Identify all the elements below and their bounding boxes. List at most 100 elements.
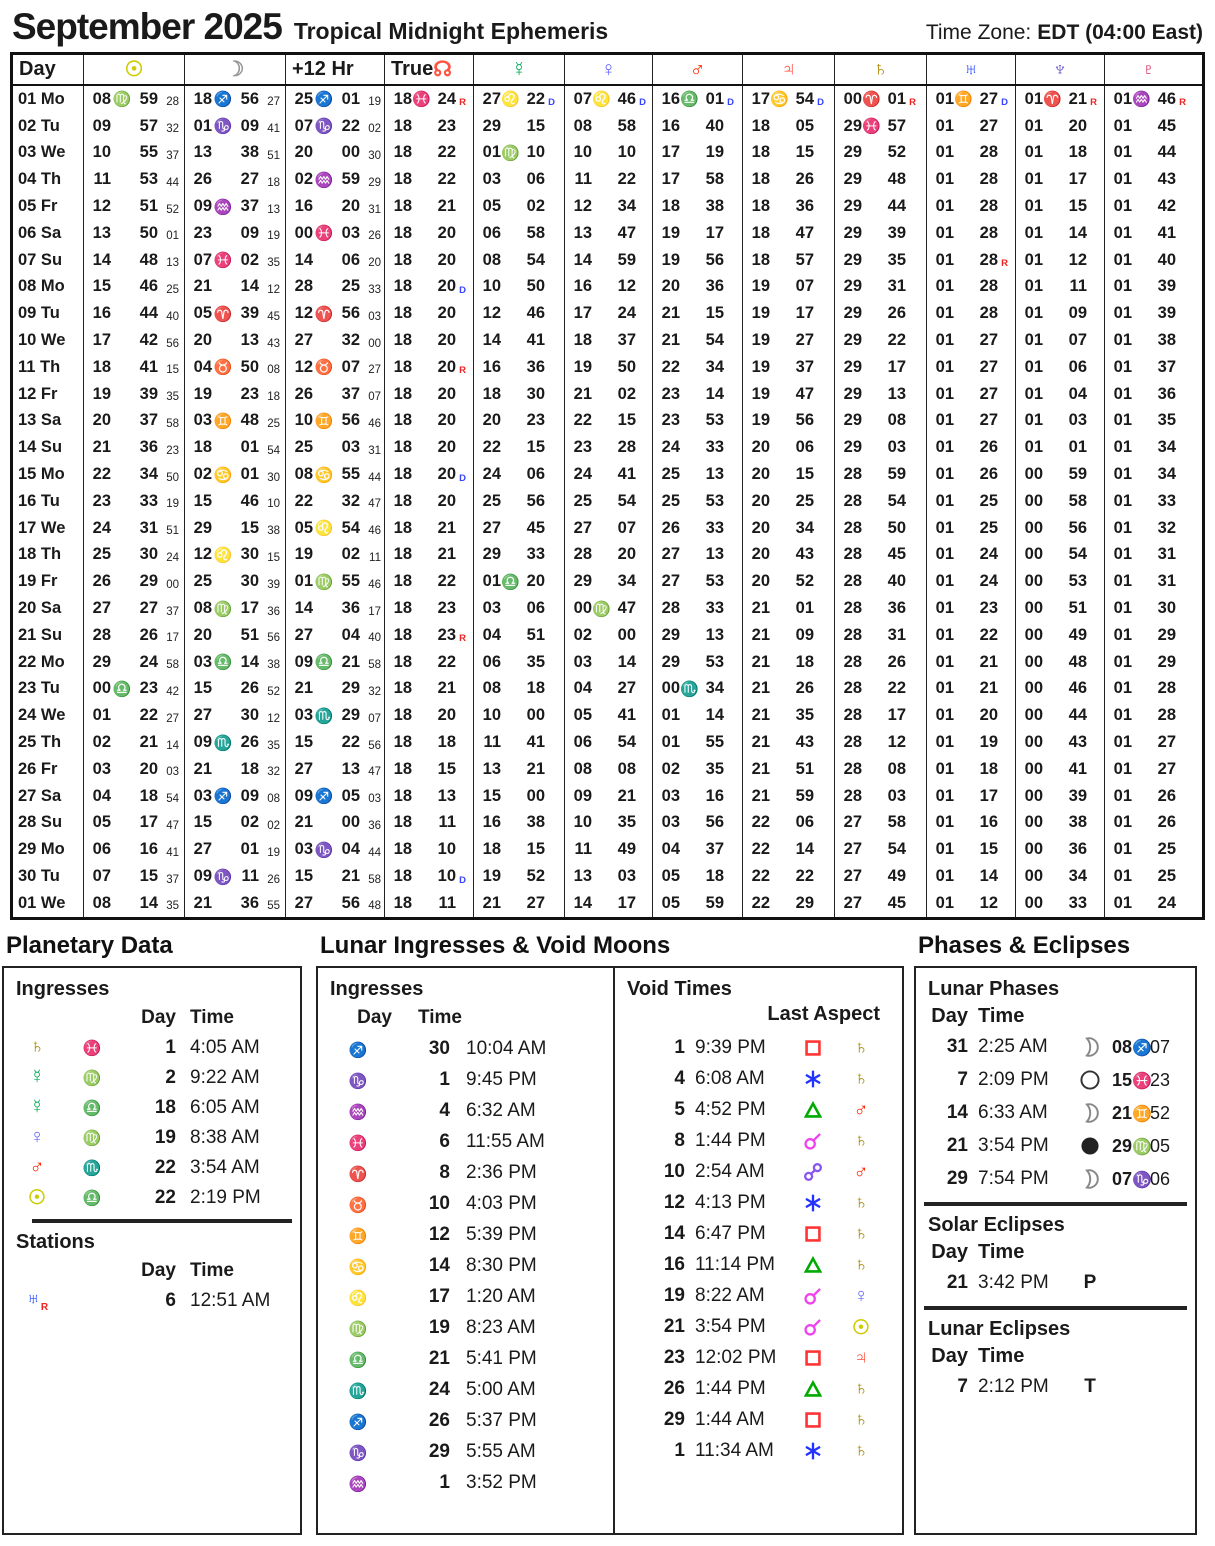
lunar-eclipses-header: Day Time	[922, 1343, 1189, 1371]
degrees: 13	[573, 867, 592, 885]
degrees: 27	[294, 893, 313, 912]
zodiac-sign-icon: ♓	[314, 225, 334, 243]
cell-uranus: 01 26	[926, 434, 1015, 462]
void-day: 8	[674, 1130, 685, 1152]
cell-sun: 11 53 44	[83, 166, 184, 194]
cell-pluto: 01 45	[1104, 112, 1192, 140]
degrees: 25	[92, 545, 111, 564]
cell-sun: 06 16 41	[83, 836, 184, 864]
zodiac-sign-icon: ♍	[314, 573, 334, 591]
minutes: 53	[705, 411, 724, 430]
seconds: 27	[267, 96, 280, 109]
square-aspect-icon	[805, 1412, 821, 1428]
degrees: 08	[573, 759, 592, 778]
cell-moon: 09 ♏ 26 35	[184, 729, 285, 756]
cell-pluto: 01 33	[1104, 487, 1192, 515]
void-time: 1:44 PM	[695, 1378, 766, 1400]
minutes: 19	[979, 733, 998, 752]
cell-mars: 23 53	[652, 407, 742, 435]
degrees: 01	[1113, 545, 1132, 564]
zodiac-sign-icon: ♌	[324, 1286, 392, 1309]
cell-saturn: 28 40	[834, 568, 926, 596]
cell-saturn: 28 26	[834, 648, 926, 676]
void-time: 9:39 PM	[695, 1037, 766, 1059]
cell-saturn: 29 ♓ 57	[834, 112, 926, 140]
degrees: 19	[193, 384, 212, 403]
minutes: 25	[1157, 840, 1176, 859]
minutes: 45	[1157, 116, 1176, 135]
minutes: 27	[979, 411, 998, 430]
opposition-aspect-icon	[804, 1163, 822, 1182]
degrees: 00	[1024, 759, 1043, 778]
cell-mercury: 27 ♌ 22 D	[473, 86, 564, 113]
minutes: 19	[705, 143, 724, 162]
eclipse-type: T	[1084, 1376, 1096, 1398]
ephemeris-row: 10 We 17 42 56 20 13 43 27 32 00 18 20 14 41 18 37 21 54 1…	[13, 327, 1202, 354]
zodiac-sign-icon: ♎	[348, 1351, 368, 1369]
seconds: 40	[166, 310, 179, 323]
zodiac-sign-icon: ♐	[348, 1413, 368, 1431]
minutes: 10	[437, 867, 456, 885]
zodiac-sign-icon: ♒	[324, 1472, 392, 1495]
ephemeris-row: 11 Th 18 41 15 04 ♉ 50 08 12 ♉ 07 27 18 20 R 16 36 19 50 22…	[13, 353, 1202, 381]
degrees: 19	[573, 357, 592, 376]
seconds: 20	[368, 257, 381, 270]
minutes: 59	[139, 89, 158, 108]
cell-jupiter: 21 09	[742, 621, 834, 649]
minutes: 38	[1068, 813, 1087, 832]
minutes: 41	[526, 733, 545, 752]
seconds: 03	[368, 793, 381, 806]
ephemeris-row: 18 Th 25 30 24 12 ♌ 30 15 19 02 11 18 21 29 33 28 20 27 13…	[13, 541, 1202, 569]
minutes: 17	[887, 706, 906, 725]
minutes: 20	[1068, 116, 1087, 135]
minutes: 39	[1157, 304, 1176, 323]
degrees: 27	[843, 867, 862, 885]
degrees: 21	[661, 304, 680, 323]
cell-uranus: 01 27	[926, 112, 1015, 140]
timezone-value: EDT (04:00 East)	[1037, 21, 1203, 44]
ingress-time: 2:36 PM	[466, 1162, 537, 1184]
zodiac-sign-icon: ♑	[213, 868, 233, 886]
degrees: 21	[751, 786, 770, 805]
seconds: 58	[166, 417, 179, 430]
planet-icon: ♂	[853, 1098, 869, 1121]
minutes: 16	[979, 813, 998, 832]
planet-icon: ♂	[853, 1160, 869, 1183]
degrees: 18	[393, 813, 412, 832]
minutes: 20	[617, 545, 636, 564]
day-cell: 01 We	[18, 893, 66, 912]
cell-sun: 28 26 17	[83, 621, 184, 649]
degrees: 01	[1113, 465, 1132, 484]
day-cell: 28 Su	[18, 813, 63, 832]
planet-icon: ☿	[10, 1096, 64, 1119]
bottom-sections: Planetary Data Ingresses Day Time ♄ ♓ 1 4:0…	[2, 932, 1205, 1535]
lunar-eclipse-row: 7 2:12 PM T	[922, 1371, 1189, 1404]
minutes: 50	[617, 357, 636, 376]
zodiac-sign-icon: ♒	[213, 198, 233, 216]
cell-mercury: 06 35	[473, 648, 564, 676]
seconds: 35	[166, 900, 179, 913]
column-header-moon: ☽	[184, 55, 285, 84]
seconds: 46	[368, 417, 381, 430]
ingress-day: 14	[428, 1255, 450, 1277]
seconds: 30	[368, 149, 381, 162]
cell-neptune: 01 06	[1015, 353, 1104, 381]
cell-jupiter: 18 05	[742, 112, 834, 140]
degrees: 01	[1024, 304, 1043, 323]
degrees: 01	[1024, 116, 1043, 135]
lunar-ingress-row: ♎ 21 5:41 PM	[324, 1344, 607, 1375]
cell-uranus: 01 27	[926, 327, 1015, 354]
cell-p12: 03 ♑ 04 44	[285, 836, 384, 864]
degrees: 01	[935, 223, 954, 242]
minutes: 34	[617, 572, 636, 591]
seconds: 08	[267, 364, 280, 377]
minutes: 21	[526, 759, 545, 778]
degrees: 18	[393, 411, 412, 430]
cell-uranus: 01 28	[926, 300, 1015, 328]
degrees: 29	[843, 357, 862, 376]
minutes: 16	[705, 786, 724, 805]
minutes: 34	[617, 197, 636, 216]
minutes: 17	[617, 893, 636, 912]
planet-icon: ♄	[853, 1408, 869, 1431]
day-cell: 11 Th	[18, 357, 61, 376]
